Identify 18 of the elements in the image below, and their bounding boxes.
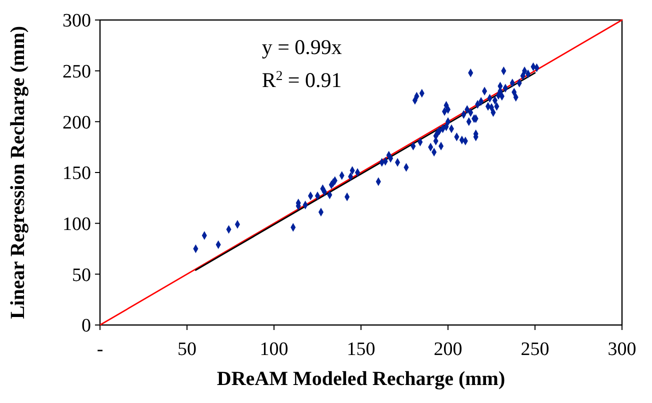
x-axis-title: DReAM Modeled Recharge (mm) bbox=[216, 368, 506, 390]
x-tick-label: 150 bbox=[346, 339, 376, 360]
y-tick-label: 50 bbox=[72, 264, 91, 286]
x-tick-label: 250 bbox=[520, 339, 550, 360]
annotation: y = 0.99x bbox=[262, 35, 342, 59]
y-axis-title: Linear Regression Recharge (mm) bbox=[7, 26, 29, 320]
x-tick-label: 100 bbox=[260, 339, 288, 360]
x-tick-label: 200 bbox=[434, 339, 462, 360]
y-tick-label: 100 bbox=[62, 214, 91, 235]
y-tick-label: 200 bbox=[62, 112, 91, 134]
x-tick-label: - bbox=[96, 339, 104, 360]
x-tick-label: 50 bbox=[178, 339, 196, 360]
y-tick-label: 300 bbox=[62, 10, 91, 32]
annotation: R$^{2}$ = 0.91 bbox=[262, 68, 342, 92]
y-tick-label: 150 bbox=[62, 163, 91, 184]
y-tick-label: 250 bbox=[62, 61, 91, 82]
x-tick-label: 300 bbox=[608, 339, 636, 360]
y-tick-label: 0 bbox=[82, 316, 91, 337]
